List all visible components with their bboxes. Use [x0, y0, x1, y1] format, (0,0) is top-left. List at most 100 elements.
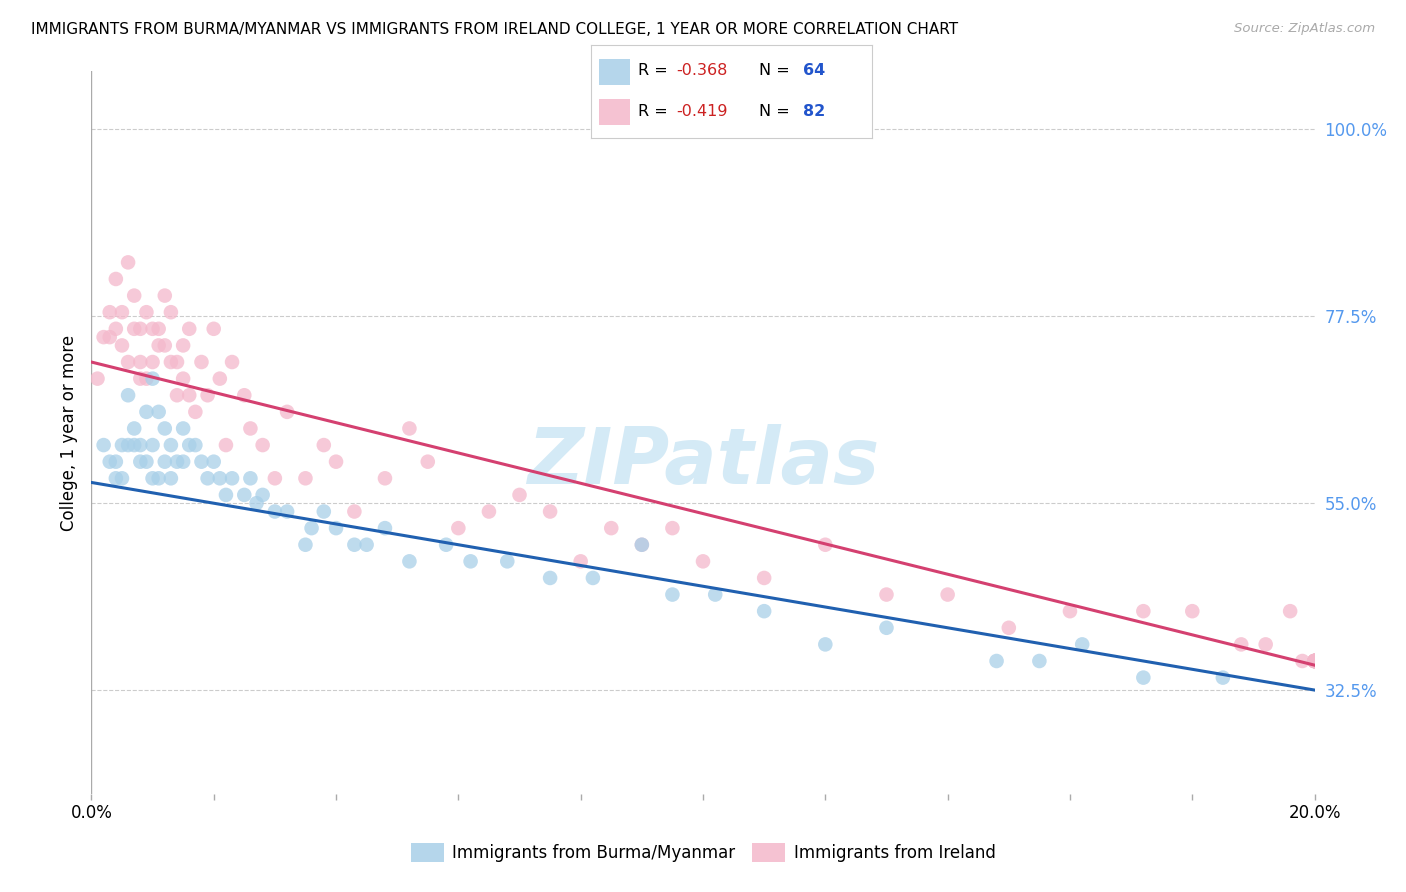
Point — [1303, 654, 1326, 668]
Text: R =: R = — [638, 63, 673, 78]
Point — [1303, 654, 1326, 668]
Point — [374, 471, 396, 485]
Point — [754, 604, 776, 618]
Legend: Immigrants from Burma/Myanmar, Immigrants from Ireland: Immigrants from Burma/Myanmar, Immigrant… — [404, 836, 1002, 869]
Point — [148, 471, 170, 485]
Point — [135, 405, 157, 419]
Point — [1291, 654, 1313, 668]
Point — [172, 455, 194, 469]
Point — [160, 355, 183, 369]
Point — [538, 504, 561, 518]
Point — [202, 322, 225, 336]
Point — [98, 455, 121, 469]
Point — [1303, 654, 1326, 668]
Point — [496, 554, 519, 568]
Bar — [599, 99, 630, 125]
Point — [86, 371, 108, 385]
Point — [160, 438, 183, 452]
Point — [416, 455, 439, 469]
Point — [122, 288, 145, 302]
Point — [631, 538, 654, 552]
Point — [1303, 654, 1326, 668]
Point — [301, 521, 323, 535]
Point — [117, 388, 139, 402]
Point — [153, 288, 176, 302]
Point — [172, 421, 194, 435]
Point — [117, 355, 139, 369]
Point — [111, 438, 134, 452]
Point — [936, 588, 959, 602]
Point — [221, 355, 243, 369]
Point — [569, 554, 592, 568]
Point — [104, 322, 127, 336]
Point — [460, 554, 482, 568]
Point — [202, 455, 225, 469]
Point — [264, 471, 287, 485]
Point — [276, 504, 298, 518]
Point — [343, 504, 366, 518]
Text: IMMIGRANTS FROM BURMA/MYANMAR VS IMMIGRANTS FROM IRELAND COLLEGE, 1 YEAR OR MORE: IMMIGRANTS FROM BURMA/MYANMAR VS IMMIGRA… — [31, 22, 957, 37]
Point — [184, 405, 207, 419]
Point — [111, 471, 134, 485]
Point — [93, 330, 115, 344]
Point — [1132, 671, 1154, 685]
Point — [478, 504, 501, 518]
Point — [814, 538, 837, 552]
Point — [111, 338, 134, 352]
Point — [875, 588, 898, 602]
Point — [104, 471, 127, 485]
Point — [129, 371, 152, 385]
Point — [197, 388, 219, 402]
Point — [160, 471, 183, 485]
Point — [129, 455, 152, 469]
Point — [582, 571, 605, 585]
Point — [111, 305, 134, 319]
Point — [172, 338, 194, 352]
Point — [160, 305, 183, 319]
Point — [117, 255, 139, 269]
Point — [184, 438, 207, 452]
Point — [141, 471, 163, 485]
Point — [122, 322, 145, 336]
Point — [239, 421, 262, 435]
Point — [356, 538, 378, 552]
Point — [93, 438, 115, 452]
Text: 82: 82 — [803, 103, 825, 119]
Point — [166, 455, 188, 469]
Point — [1303, 654, 1326, 668]
Point — [148, 322, 170, 336]
Point — [1303, 654, 1326, 668]
Point — [1230, 637, 1253, 651]
Point — [141, 371, 163, 385]
Point — [1071, 637, 1094, 651]
Point — [208, 471, 231, 485]
Point — [252, 438, 274, 452]
Text: N =: N = — [759, 63, 796, 78]
Point — [166, 388, 188, 402]
Point — [208, 371, 231, 385]
Point — [153, 455, 176, 469]
Point — [1181, 604, 1204, 618]
Point — [1303, 654, 1326, 668]
Text: -0.368: -0.368 — [676, 63, 728, 78]
Point — [141, 438, 163, 452]
Point — [343, 538, 366, 552]
Text: -0.419: -0.419 — [676, 103, 728, 119]
Point — [661, 588, 683, 602]
Point — [104, 272, 127, 286]
Point — [190, 355, 212, 369]
Point — [434, 538, 457, 552]
Point — [245, 496, 267, 510]
Point — [1303, 654, 1326, 668]
Text: N =: N = — [759, 103, 796, 119]
Point — [179, 438, 201, 452]
Point — [986, 654, 1008, 668]
Point — [215, 488, 238, 502]
Point — [1303, 654, 1326, 668]
Point — [814, 637, 837, 651]
Text: R =: R = — [638, 103, 673, 119]
Point — [1303, 654, 1326, 668]
Point — [129, 438, 152, 452]
Point — [135, 371, 157, 385]
Point — [600, 521, 623, 535]
